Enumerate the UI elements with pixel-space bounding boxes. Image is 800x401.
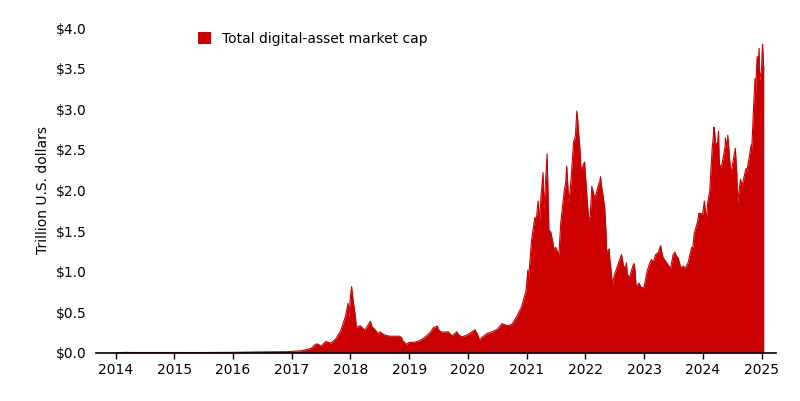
Legend: Total digital-asset market cap: Total digital-asset market cap xyxy=(198,32,427,46)
Y-axis label: Trillion U.S. dollars: Trillion U.S. dollars xyxy=(36,126,50,255)
